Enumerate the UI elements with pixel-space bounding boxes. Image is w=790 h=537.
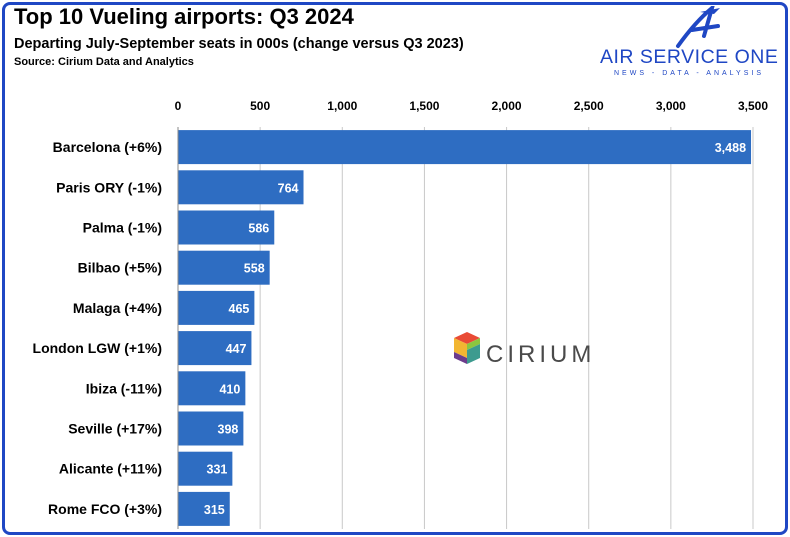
bar <box>178 170 304 205</box>
data-label: 465 <box>229 302 250 316</box>
bar <box>178 411 244 446</box>
x-tick-label: 1,500 <box>409 99 439 113</box>
category-label: Rome FCO (+3%) <box>48 501 162 517</box>
data-label: 586 <box>248 222 269 236</box>
category-label: Malaga (+4%) <box>73 300 162 316</box>
x-tick-label: 0 <box>175 99 182 113</box>
data-label: 410 <box>219 382 240 396</box>
category-label: London LGW (+1%) <box>33 340 162 356</box>
category-label: Alicante (+11%) <box>59 461 162 477</box>
x-tick-label: 500 <box>250 99 270 113</box>
logo-name: AIR SERVICE ONE <box>600 46 779 68</box>
data-label: 315 <box>204 503 225 517</box>
bar <box>178 250 270 285</box>
x-tick-label: 3,000 <box>656 99 686 113</box>
chart-source: Source: Cirium Data and Analytics <box>14 56 194 68</box>
cirium-logo-icon <box>454 332 480 364</box>
x-tick-label: 1,000 <box>327 99 357 113</box>
cirium-watermark: CIRIUM <box>486 341 596 368</box>
category-label: Barcelona (+6%) <box>53 139 162 155</box>
category-label: Paris ORY (-1%) <box>56 179 162 195</box>
chart-subtitle: Departing July-September seats in 000s (… <box>14 36 464 52</box>
category-label: Seville (+17%) <box>68 421 162 437</box>
logo-tagline: NEWS - DATA - ANALYSIS <box>613 70 765 77</box>
bar <box>178 491 230 526</box>
data-label: 398 <box>218 423 239 437</box>
data-label: 331 <box>207 463 228 477</box>
category-label: Bilbao (+5%) <box>78 260 162 276</box>
x-tick-label: 2,500 <box>574 99 604 113</box>
bar <box>178 290 255 325</box>
x-tick-label: 3,500 <box>738 99 768 113</box>
bar <box>178 371 246 406</box>
bar <box>178 210 275 245</box>
bar <box>178 130 752 165</box>
bar <box>178 451 233 486</box>
data-label: 764 <box>278 181 299 195</box>
chart-title: Top 10 Vueling airports: Q3 2024 <box>14 4 354 29</box>
data-label: 558 <box>244 262 265 276</box>
data-label: 3,488 <box>715 141 746 155</box>
airplane-a-icon <box>676 2 720 48</box>
data-label: 447 <box>226 342 247 356</box>
air-service-one-logo: AIR SERVICE ONE NEWS - DATA - ANALYSIS <box>600 2 779 84</box>
bar <box>178 331 252 366</box>
x-tick-label: 2,000 <box>492 99 522 113</box>
category-label: Ibiza (-11%) <box>86 380 162 396</box>
category-label: Palma (-1%) <box>83 220 162 236</box>
